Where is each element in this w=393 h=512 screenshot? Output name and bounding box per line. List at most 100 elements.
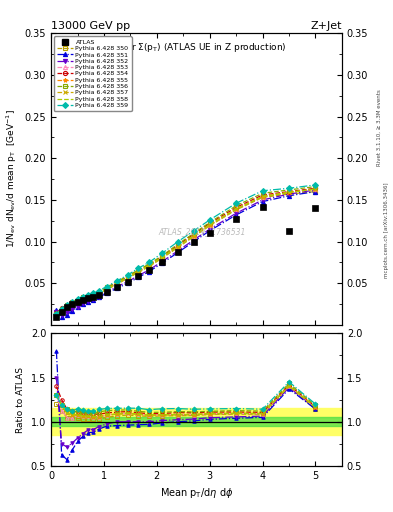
Pythia 6.428 352 <box>86 297 90 304</box>
Pythia 6.428 350 <box>64 304 69 310</box>
Pythia 6.428 353 <box>96 290 101 296</box>
Pythia 6.428 358 <box>54 311 59 317</box>
Pythia 6.428 353 <box>115 280 119 286</box>
Pythia 6.428 353 <box>86 293 90 300</box>
Pythia 6.428 357 <box>191 232 196 239</box>
Text: ATLAS_2019_I1736531: ATLAS_2019_I1736531 <box>159 227 246 236</box>
Pythia 6.428 351 <box>313 188 318 195</box>
Pythia 6.428 357 <box>234 206 239 212</box>
Pythia 6.428 352 <box>176 248 180 254</box>
Line: Pythia 6.428 356: Pythia 6.428 356 <box>54 184 318 316</box>
Pythia 6.428 357 <box>64 303 69 309</box>
Pythia 6.428 357 <box>86 293 90 300</box>
ATLAS <box>91 293 96 300</box>
Pythia 6.428 356 <box>54 311 59 317</box>
Pythia 6.428 358 <box>64 303 69 309</box>
Pythia 6.428 354 <box>191 231 196 237</box>
Pythia 6.428 357 <box>208 222 212 228</box>
Pythia 6.428 357 <box>59 306 64 312</box>
Pythia 6.428 356 <box>313 183 318 189</box>
Pythia 6.428 351 <box>208 228 212 234</box>
Pythia 6.428 350 <box>91 293 96 299</box>
Pythia 6.428 358 <box>59 306 64 312</box>
ATLAS <box>208 230 212 237</box>
Text: Scalar $\Sigma$(p$_{\mathsf{T}}$) (ATLAS UE in Z production): Scalar $\Sigma$(p$_{\mathsf{T}}$) (ATLAS… <box>107 40 286 54</box>
ATLAS <box>81 297 85 303</box>
Pythia 6.428 355 <box>70 300 75 306</box>
Pythia 6.428 354 <box>59 305 64 311</box>
Pythia 6.428 354 <box>75 297 80 303</box>
Pythia 6.428 359 <box>54 311 59 317</box>
Pythia 6.428 359 <box>313 182 318 188</box>
Pythia 6.428 359 <box>136 265 141 271</box>
Pythia 6.428 359 <box>86 292 90 298</box>
Pythia 6.428 359 <box>81 293 85 300</box>
ATLAS <box>125 279 130 285</box>
Pythia 6.428 356 <box>64 302 69 308</box>
Pythia 6.428 354 <box>234 204 239 210</box>
Pythia 6.428 354 <box>286 188 291 195</box>
Pythia 6.428 358 <box>191 232 196 239</box>
Pythia 6.428 357 <box>81 295 85 301</box>
Pythia 6.428 359 <box>208 217 212 223</box>
Pythia 6.428 359 <box>260 188 265 194</box>
Pythia 6.428 351 <box>115 285 119 291</box>
ATLAS <box>136 273 141 279</box>
Pythia 6.428 352 <box>54 309 59 315</box>
ATLAS <box>59 309 64 315</box>
Line: Pythia 6.428 359: Pythia 6.428 359 <box>54 183 318 316</box>
Pythia 6.428 356 <box>104 284 109 290</box>
Legend: ATLAS, Pythia 6.428 350, Pythia 6.428 351, Pythia 6.428 352, Pythia 6.428 353, P: ATLAS, Pythia 6.428 350, Pythia 6.428 35… <box>54 36 132 111</box>
Pythia 6.428 356 <box>136 267 141 273</box>
Pythia 6.428 352 <box>286 191 291 197</box>
Pythia 6.428 350 <box>160 255 165 261</box>
Pythia 6.428 359 <box>91 290 96 296</box>
Line: Pythia 6.428 354: Pythia 6.428 354 <box>54 186 318 315</box>
Pythia 6.428 356 <box>208 219 212 225</box>
Line: Pythia 6.428 352: Pythia 6.428 352 <box>54 188 318 317</box>
Pythia 6.428 356 <box>125 273 130 279</box>
Pythia 6.428 354 <box>70 298 75 305</box>
Pythia 6.428 353 <box>191 232 196 239</box>
Pythia 6.428 352 <box>136 273 141 279</box>
Pythia 6.428 356 <box>75 297 80 303</box>
Pythia 6.428 359 <box>176 239 180 245</box>
Pythia 6.428 354 <box>115 280 119 286</box>
Pythia 6.428 355 <box>234 206 239 212</box>
Pythia 6.428 355 <box>54 311 59 317</box>
Pythia 6.428 351 <box>59 313 64 319</box>
Pythia 6.428 353 <box>208 222 212 228</box>
ATLAS <box>313 205 318 211</box>
Pythia 6.428 350 <box>260 195 265 201</box>
Pythia 6.428 358 <box>160 254 165 261</box>
Pythia 6.428 357 <box>104 286 109 292</box>
ATLAS <box>176 249 180 255</box>
Pythia 6.428 357 <box>54 311 59 317</box>
Pythia 6.428 350 <box>104 287 109 293</box>
Pythia 6.428 359 <box>59 306 64 312</box>
Pythia 6.428 351 <box>75 304 80 310</box>
Pythia 6.428 353 <box>64 304 69 310</box>
Pythia 6.428 357 <box>313 186 318 192</box>
Pythia 6.428 352 <box>208 226 212 232</box>
Pythia 6.428 351 <box>191 239 196 245</box>
Pythia 6.428 355 <box>59 306 64 312</box>
Pythia 6.428 353 <box>313 186 318 192</box>
ATLAS <box>191 239 196 245</box>
ATLAS <box>96 292 101 298</box>
Pythia 6.428 354 <box>81 294 85 301</box>
Pythia 6.428 353 <box>136 268 141 274</box>
Pythia 6.428 351 <box>234 212 239 218</box>
Pythia 6.428 350 <box>59 307 64 313</box>
Pythia 6.428 350 <box>286 191 291 197</box>
ATLAS <box>286 228 291 234</box>
Pythia 6.428 351 <box>136 274 141 281</box>
Pythia 6.428 350 <box>208 223 212 229</box>
Pythia 6.428 356 <box>70 298 75 305</box>
Pythia 6.428 359 <box>286 185 291 191</box>
Pythia 6.428 355 <box>104 286 109 292</box>
Pythia 6.428 354 <box>260 192 265 198</box>
Pythia 6.428 358 <box>260 194 265 200</box>
Pythia 6.428 350 <box>125 275 130 281</box>
Pythia 6.428 352 <box>59 312 64 318</box>
